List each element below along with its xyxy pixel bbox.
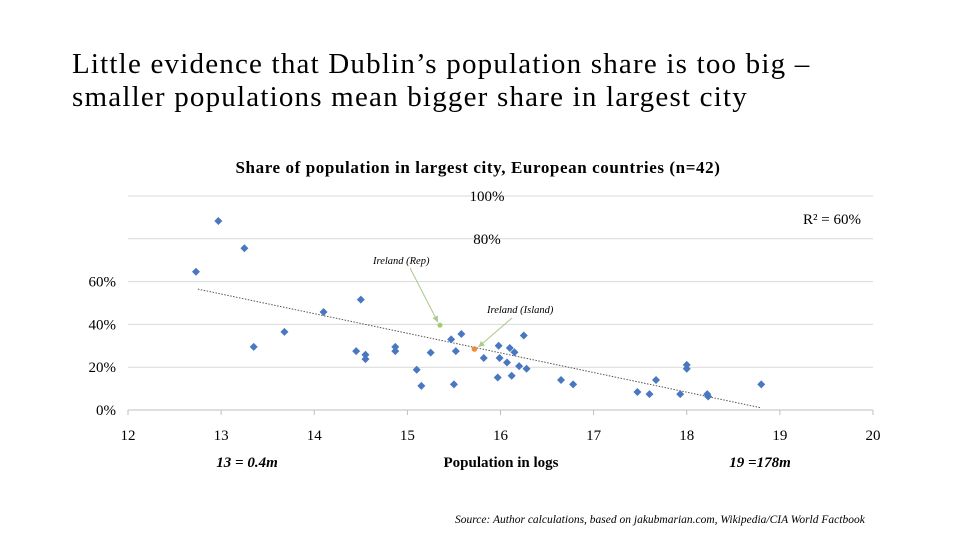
- data-point: [249, 342, 258, 351]
- x-note-left: 13 = 0.4m: [216, 455, 277, 471]
- data-point: [515, 362, 524, 371]
- leader-ireland-island: [478, 317, 513, 348]
- leader-ireland-rep-head: [432, 315, 438, 323]
- data-point: [493, 373, 502, 382]
- slide-title-line-1: Little evidence that Dublin’s population…: [72, 48, 811, 80]
- data-point: [510, 348, 519, 357]
- data-point: [214, 217, 223, 226]
- x-tick-label: 15: [400, 428, 415, 444]
- data-point: [682, 364, 691, 373]
- leader-ireland-rep: [409, 267, 439, 323]
- data-point: [633, 388, 642, 397]
- data-point: [495, 353, 504, 362]
- annotation-leaders: [409, 267, 513, 348]
- x-tick-label: 17: [586, 428, 602, 444]
- data-point-ireland-rep: [437, 322, 443, 328]
- data-point: [494, 341, 503, 350]
- data-point: [391, 342, 400, 351]
- r-squared-label: R² = 60%: [803, 212, 861, 228]
- data-point: [457, 330, 466, 339]
- gridlines: [128, 195, 873, 368]
- data-point: [240, 244, 249, 253]
- data-point: [447, 335, 456, 344]
- data-point: [361, 350, 370, 359]
- data-point: [704, 392, 713, 401]
- x-axis-label: Population in logs: [443, 455, 558, 471]
- annotation-ireland-rep: Ireland (Rep): [372, 256, 430, 267]
- leader-ireland-island-head: [478, 340, 485, 348]
- data-point: [479, 353, 488, 362]
- x-note-right: 19 =178m: [729, 455, 790, 471]
- chart-title: Share of population in largest city, Eur…: [236, 158, 721, 177]
- x-tick-label: 13: [214, 428, 229, 444]
- y-tick-label: 60%: [89, 275, 117, 291]
- x-tick-label: 20: [866, 428, 881, 444]
- data-point: [507, 371, 516, 380]
- y-tick-label: 20%: [89, 360, 117, 376]
- x-tick-label: 19: [772, 428, 787, 444]
- x-tick-label: 18: [679, 428, 694, 444]
- data-point: [503, 358, 512, 367]
- data-point: [645, 390, 654, 399]
- y-tick-label: 100%: [470, 189, 505, 205]
- data-point: [522, 364, 531, 373]
- source-note: Source: Author calculations, based on ja…: [455, 514, 865, 526]
- data-point: [652, 376, 661, 385]
- data-point: [356, 295, 365, 304]
- data-point: [280, 327, 289, 336]
- data-point: [191, 267, 200, 276]
- data-point: [426, 348, 435, 357]
- x-tick-marks: [127, 410, 874, 415]
- trendline: [197, 288, 762, 409]
- data-point: [676, 390, 685, 399]
- data-point: [505, 343, 514, 352]
- slide-title: Little evidence that Dublin’s population…: [72, 48, 932, 114]
- x-tick-label: 12: [121, 428, 136, 444]
- data-point: [757, 380, 766, 389]
- y-tick-label: 80%: [473, 232, 501, 248]
- data-point: [391, 347, 400, 356]
- data-point: [319, 307, 328, 316]
- x-tick-label: 14: [307, 428, 323, 444]
- data-points: [191, 217, 766, 401]
- data-point: [519, 331, 528, 340]
- data-point: [352, 347, 361, 356]
- annotation-ireland-island: Ireland (Island): [486, 305, 554, 316]
- y-tick-label: 0%: [96, 403, 116, 419]
- x-tick-label: 16: [493, 428, 509, 444]
- data-point: [451, 347, 460, 356]
- data-point: [449, 380, 458, 389]
- data-point-ireland-island: [471, 346, 478, 352]
- tick-labels: 12 13 14 15 16 17 18 19 20 0% 20% 40% 60% 80% 100%: [89, 189, 881, 444]
- data-point: [417, 381, 426, 390]
- y-tick-label: 40%: [89, 317, 117, 333]
- data-point: [557, 376, 566, 385]
- data-point: [412, 365, 421, 374]
- slide-title-line-2: smaller populations mean bigger share in…: [72, 81, 748, 113]
- data-point: [361, 355, 370, 364]
- data-point: [569, 380, 578, 389]
